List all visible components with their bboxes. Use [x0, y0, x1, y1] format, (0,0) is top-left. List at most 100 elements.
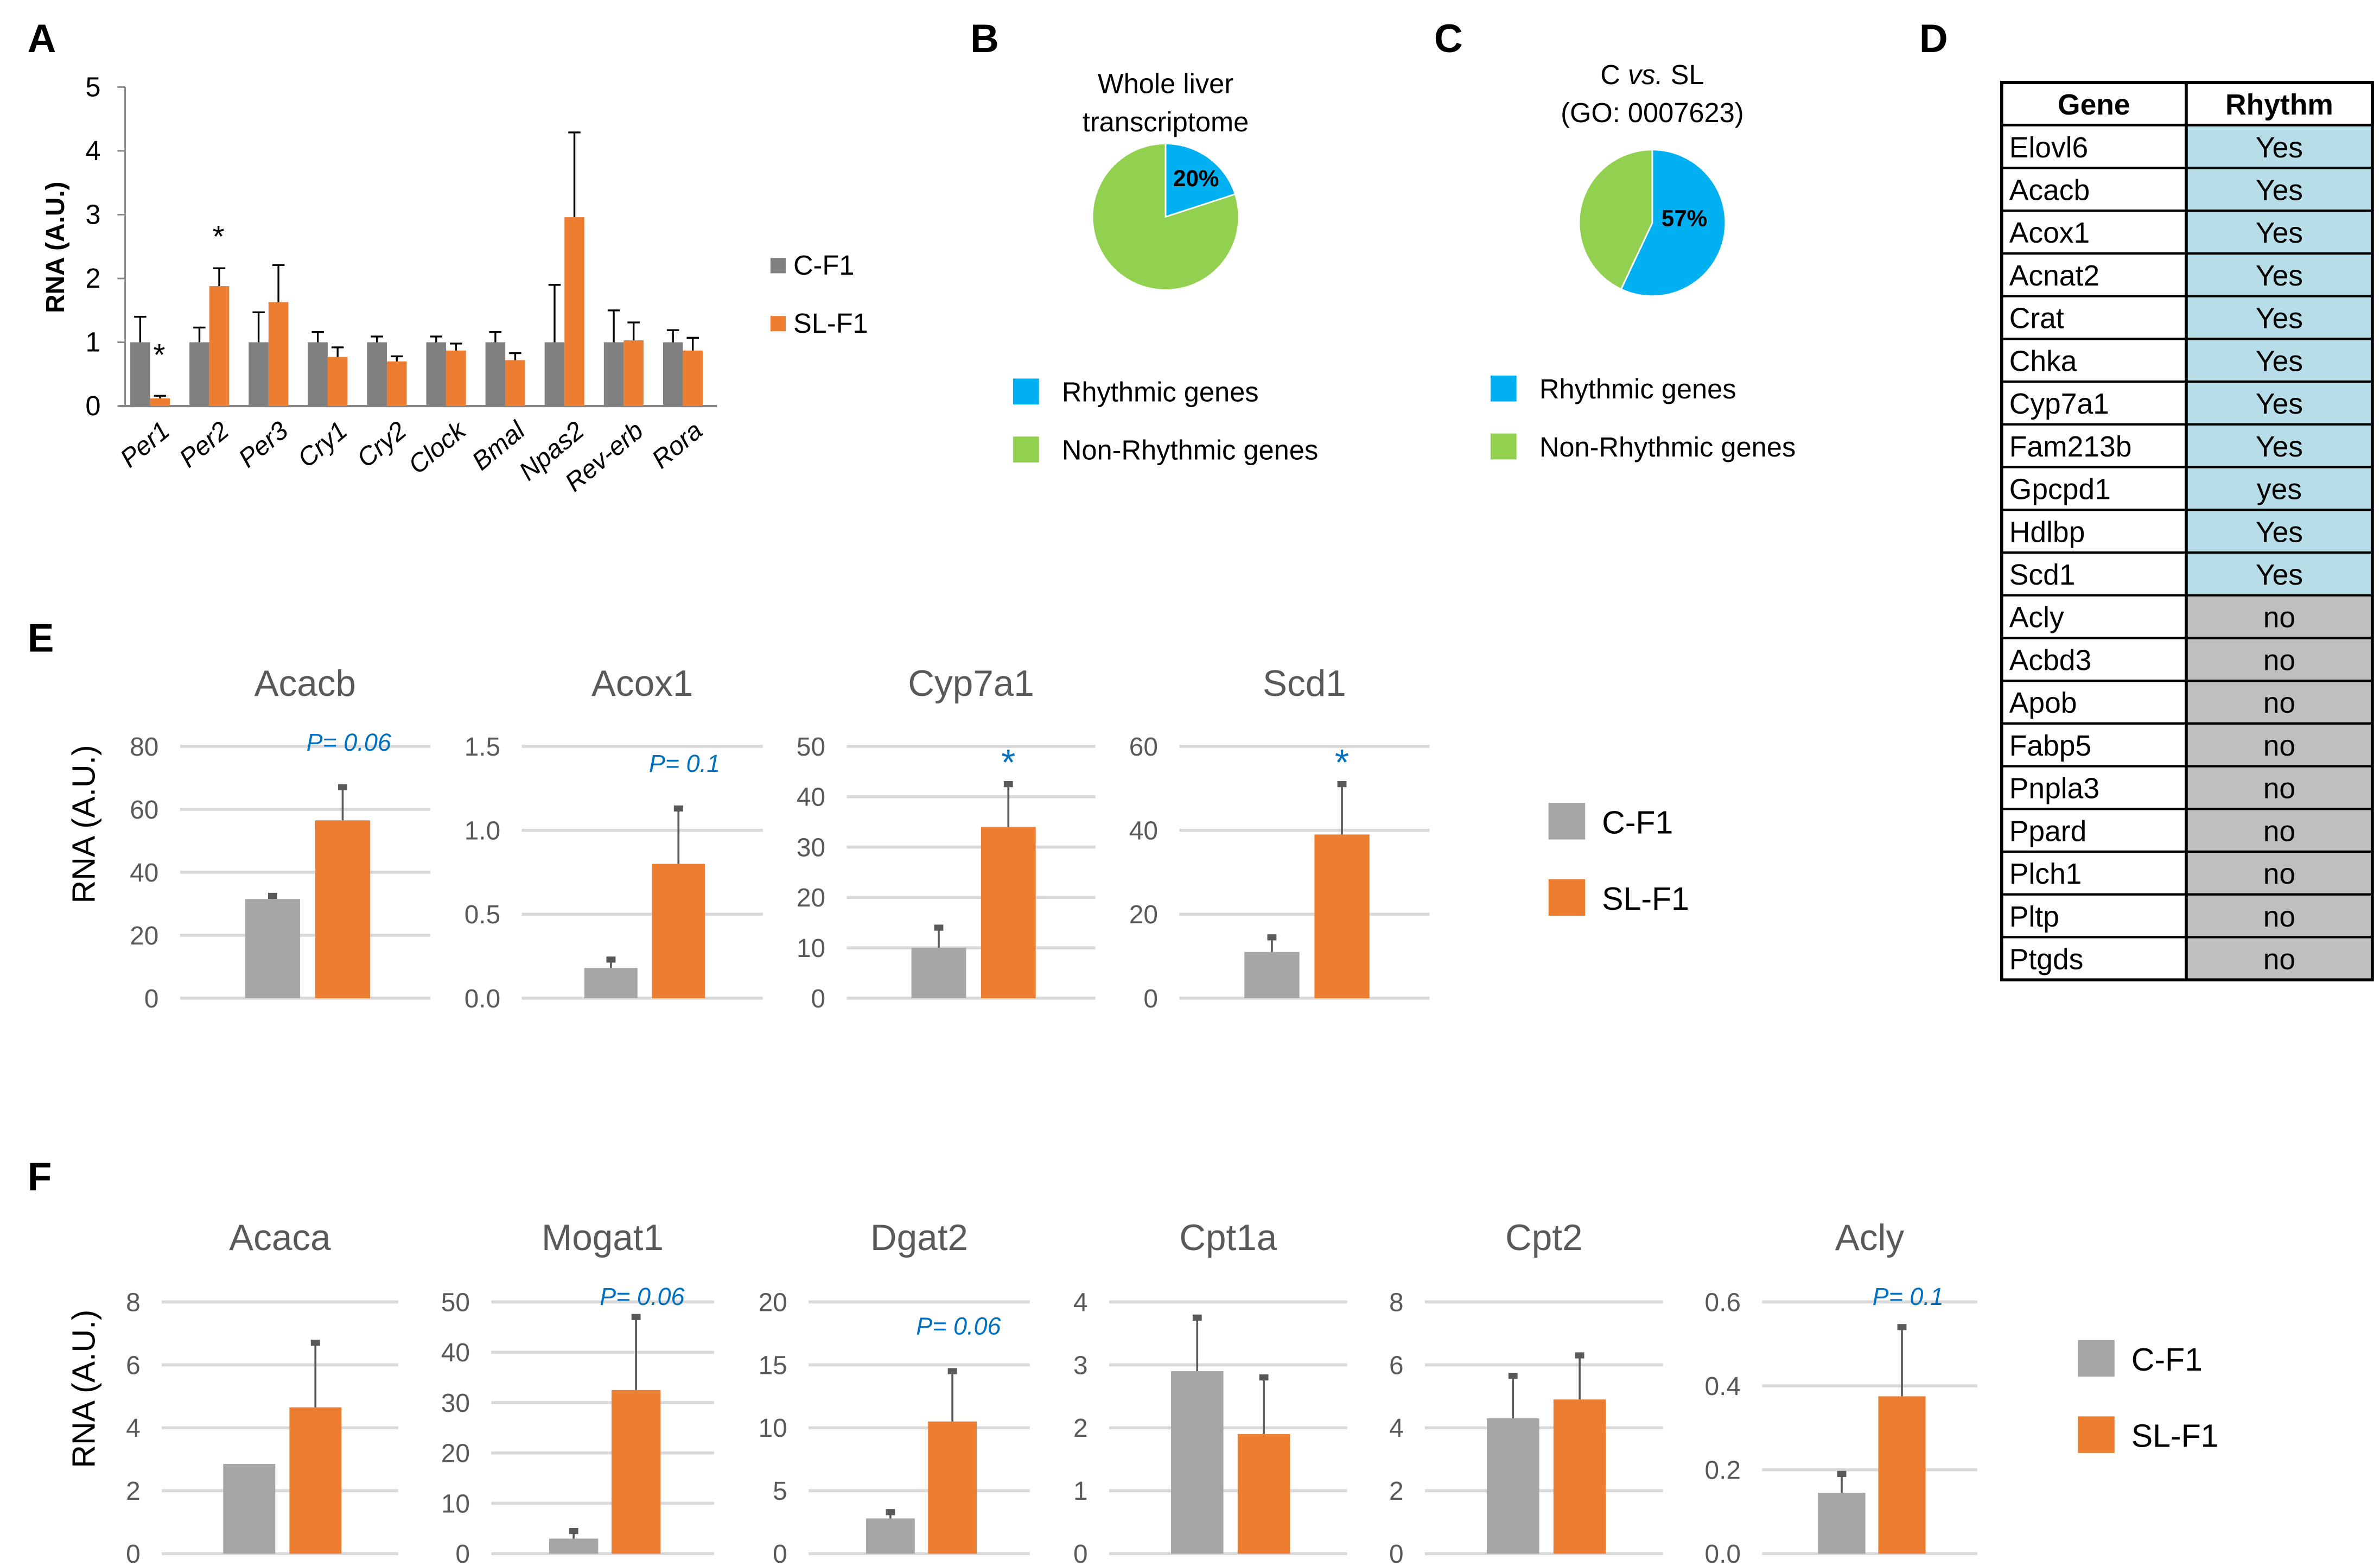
gene-cell [2000, 380, 2188, 426]
rhythm-value: no [2263, 730, 2295, 762]
bar-c-f1 [367, 342, 387, 407]
pie-slice-non-rhythmic [1578, 149, 1653, 290]
bar-c-f1 [1818, 1493, 1866, 1554]
bar-sl-f1 [981, 827, 1036, 998]
chart-title: Cyp7a1 [908, 663, 1034, 704]
y-tick-label: 80 [130, 733, 158, 762]
gene-name: Acacb [2009, 174, 2090, 206]
bar-sl-f1 [1553, 1399, 1606, 1554]
y-tick-label: 10 [797, 934, 825, 963]
error-cap [338, 784, 347, 791]
y-tick-label: 20 [797, 884, 825, 912]
gene-cell [2000, 893, 2188, 939]
panel-label-e: E [28, 617, 54, 661]
bar-c-f1 [223, 1464, 276, 1554]
y-tick-label: 60 [1129, 733, 1158, 762]
rhythm-cell [2185, 808, 2374, 853]
chart-title: Cpt1a [1179, 1218, 1277, 1258]
chart-title: Dgat2 [870, 1218, 968, 1258]
bar-sl-f1 [209, 286, 230, 407]
y-tick-label: 30 [797, 833, 825, 862]
legend-swatch-control [2078, 1340, 2115, 1377]
gene-cell [2000, 594, 2188, 639]
pie-slice-label: 57% [1662, 205, 1707, 231]
error-cap [1003, 781, 1013, 788]
bar-sl-f1 [505, 360, 525, 407]
bar-sl-f1 [1237, 1434, 1290, 1554]
legend-swatch-rhythmic [1490, 375, 1517, 402]
gene-name: Ppard [2009, 815, 2087, 847]
y-tick-label: 0 [811, 985, 825, 1013]
y-tick-label: 4 [1073, 1288, 1088, 1317]
legend-swatch-rhythmic [1013, 378, 1039, 405]
error-cap [310, 1340, 320, 1346]
rhythm-cell [2185, 637, 2374, 682]
y-tick-label: 0 [1073, 1540, 1088, 1566]
legend-label-rhythmic: Rhythmic genes [1062, 377, 1259, 408]
error-cap [1837, 1470, 1847, 1478]
gene-name: Elovl6 [2009, 132, 2088, 164]
x-tick-label: Cry1 [292, 416, 353, 473]
y-tick-label: 60 [130, 796, 158, 825]
bar-sl-f1 [315, 820, 371, 998]
bar-sl-f1 [683, 350, 703, 407]
bar-c-f1 [584, 968, 638, 998]
y-axis-label: RNA (A.U.) [66, 1310, 101, 1468]
chart-title: Acaca [229, 1218, 331, 1258]
bar-c-f1 [663, 342, 683, 407]
gene-name: Ptgds [2009, 944, 2084, 976]
p-value-label: P= 0.1 [1873, 1283, 1944, 1310]
rhythm-value: yes [2257, 474, 2302, 506]
error-cap [1508, 1373, 1518, 1379]
y-tick-label: 0.0 [1705, 1540, 1741, 1566]
y-tick-label: 5 [773, 1477, 787, 1506]
gene-name: Scd1 [2009, 559, 2076, 591]
bar-sl-f1 [623, 340, 644, 407]
significance-star: * [1001, 743, 1015, 783]
bar-sl-f1 [446, 350, 466, 407]
rhythm-value: no [2263, 773, 2295, 805]
rhythm-cell [2185, 893, 2374, 939]
rhythm-cell [2185, 765, 2374, 810]
gene-cell [2000, 167, 2188, 212]
y-tick-label: 0 [455, 1540, 470, 1566]
y-axis-label: RNA (A.U.) [41, 181, 70, 313]
rhythm-value: Yes [2256, 516, 2303, 548]
y-tick-label: 3 [85, 199, 100, 230]
bar-c-f1 [485, 342, 506, 407]
legend-label-non-rhythmic: Non-Rhythmic genes [1062, 434, 1318, 465]
error-cap [606, 956, 616, 963]
y-tick-label: 50 [441, 1288, 470, 1317]
rhythm-value: Yes [2256, 559, 2303, 591]
y-tick-label: 2 [1073, 1414, 1088, 1443]
y-tick-label: 0 [1143, 985, 1158, 1013]
y-axis-label: RNA (A.U.) [66, 745, 101, 903]
rhythm-value: no [2263, 944, 2295, 976]
pie-title-line: (GO: 0007623) [1561, 97, 1743, 128]
y-tick-label: 0.6 [1705, 1288, 1741, 1317]
bar-sl-f1 [564, 217, 584, 407]
legend-swatch-control [1548, 803, 1586, 840]
pie-slice-label: 20% [1173, 166, 1219, 191]
legend-swatch-non-rhythmic [1490, 433, 1517, 460]
bar-c-f1 [189, 342, 209, 407]
y-tick-label: 8 [126, 1288, 141, 1317]
bar-sl-f1 [928, 1421, 977, 1554]
legend-swatch-sl [2078, 1416, 2115, 1453]
bar-c-f1 [1487, 1418, 1539, 1554]
bar-c-f1 [249, 342, 269, 407]
bar-c-f1 [1171, 1371, 1224, 1554]
rhythm-value: Yes [2256, 345, 2303, 377]
bar-sl-f1 [611, 1390, 661, 1554]
rhythm-value: no [2263, 602, 2295, 634]
y-tick-label: 20 [759, 1288, 787, 1317]
legend-label-control: C-F1 [1602, 804, 1673, 840]
bar-c-f1 [911, 948, 966, 998]
panel-label-a: A [28, 17, 56, 61]
chart-title: Acly [1835, 1218, 1905, 1258]
y-tick-label: 5 [85, 71, 100, 102]
chart-title: Mogat1 [542, 1218, 664, 1258]
y-tick-label: 20 [1129, 901, 1158, 929]
rhythm-value: Yes [2256, 388, 2303, 420]
bar-c-f1 [426, 342, 447, 407]
